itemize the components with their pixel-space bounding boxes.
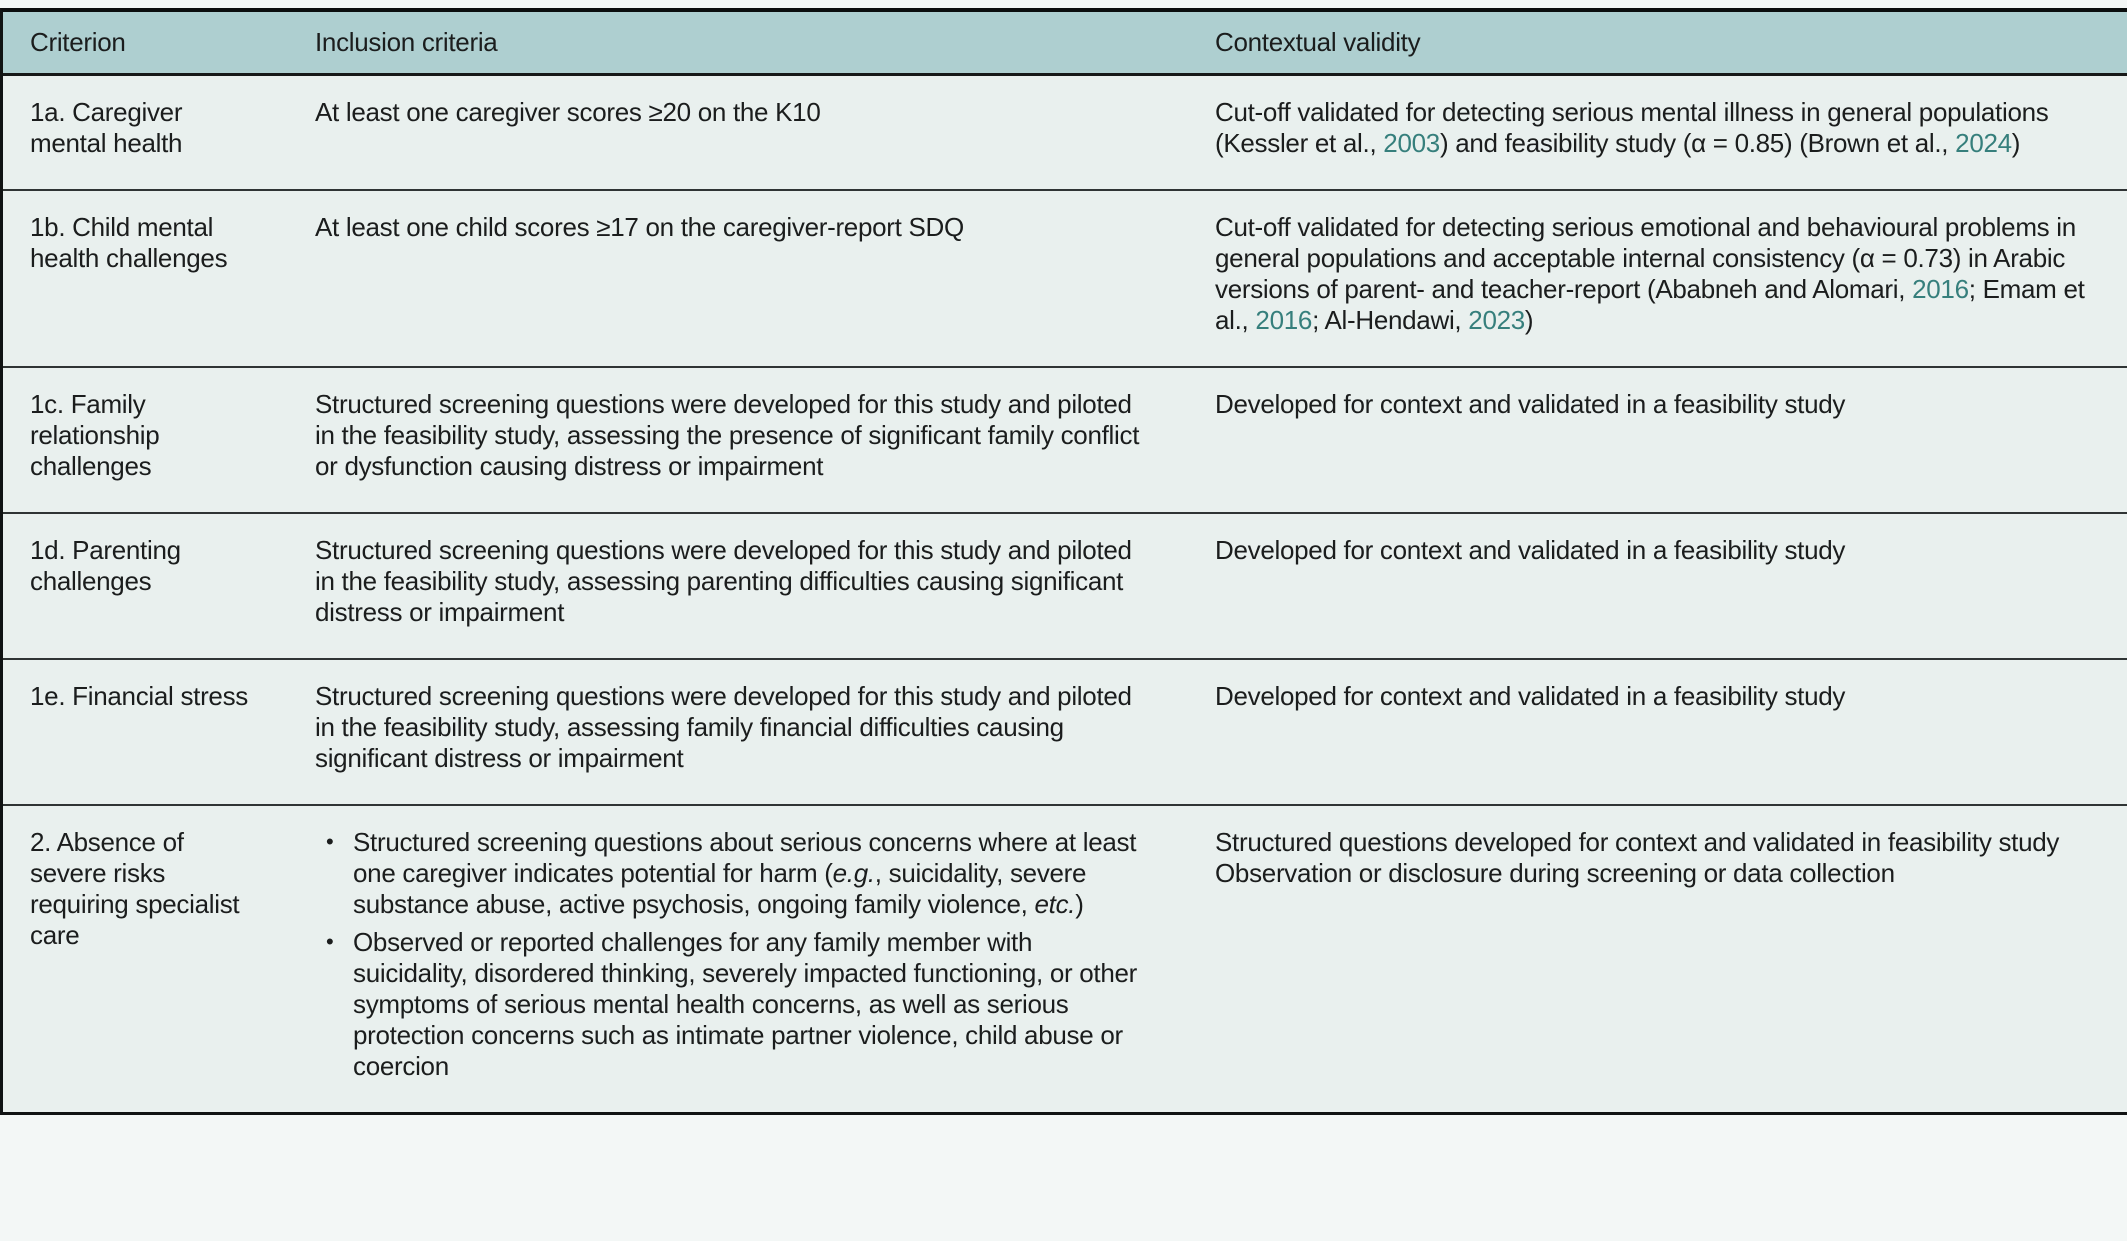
citation-year-link[interactable]: 2016 — [1255, 305, 1313, 335]
criterion-cell: 1b. Child mental health challenges — [30, 212, 228, 273]
table-header-row: Criterion Inclusion criteria Contextual … — [3, 12, 2127, 76]
criterion-cell: 2. Absence of severe risks requiring spe… — [30, 827, 240, 950]
text-run: Observation or disclosure during screeni… — [1215, 858, 1895, 888]
text-run: , suicidality, severe substance abuse, a… — [353, 858, 1087, 919]
text-run: Developed for context and validated in a… — [1215, 535, 1846, 565]
inclusion-cell: Structured screening questions were deve… — [315, 514, 1215, 658]
bullet-icon: • — [326, 829, 334, 854]
citation-year-link[interactable]: 2003 — [1383, 128, 1440, 158]
criterion-cell: 1a. Caregiver mental health — [30, 97, 183, 158]
table-row: 1d. Parenting challenges Structured scree… — [3, 514, 2127, 660]
text-run: Observed or reported challenges for any … — [353, 927, 1138, 1081]
validity-cell: Cut-off validated for detecting serious … — [1215, 191, 2127, 366]
table-row: 1b. Child mental health challenges At lea… — [3, 191, 2127, 368]
table-row: 1e. Financial stress Structured screening… — [3, 660, 2127, 806]
text-run: Structured screening questions were deve… — [315, 535, 1132, 627]
text-run: At least one caregiver scores ≥20 on the… — [315, 97, 821, 127]
validity-cell: Structured questions developed for conte… — [1215, 806, 2127, 1112]
text-run: Cut-off validated for detecting serious … — [1215, 97, 2049, 158]
validity-cell: Developed for context and validated in a… — [1215, 514, 2127, 658]
bullet-item: • Structured screening questions about se… — [315, 827, 1150, 920]
inclusion-cell: Structured screening questions were deve… — [315, 368, 1215, 512]
table-row: 2. Absence of severe risks requiring spe… — [3, 806, 2127, 1112]
text-run: ) and feasibility study (α = 0.85) (Brow… — [1439, 128, 1956, 158]
citation-year-link[interactable]: 2016 — [1912, 274, 1969, 304]
text-run: Cut-off validated for detecting serious … — [1215, 212, 2076, 304]
citation-year-link[interactable]: 2024 — [1955, 128, 2012, 158]
criterion-cell: 1d. Parenting challenges — [30, 535, 181, 596]
text-run: At least one child scores ≥17 on the car… — [315, 212, 964, 242]
text-run: Developed for context and validated in a… — [1215, 681, 1846, 711]
italic-text: e.g. — [832, 858, 875, 888]
header-cell-criterion: Criterion — [30, 27, 126, 57]
table-row: 1c. Family relationship challenges Struct… — [3, 368, 2127, 514]
table-row: 1a. Caregiver mental health At least one … — [3, 76, 2127, 191]
text-run: Developed for context and validated in a… — [1215, 389, 1846, 419]
criterion-cell: 1e. Financial stress — [30, 681, 248, 711]
text-run: Structured screening questions were deve… — [315, 681, 1132, 773]
citation-year-link[interactable]: 2023 — [1468, 305, 1525, 335]
criterion-cell: 1c. Family relationship challenges — [30, 389, 160, 481]
text-run: ; Emam et al., — [1215, 274, 2085, 335]
inclusion-cell: At least one child scores ≥17 on the car… — [315, 191, 1215, 366]
text-run: ) — [2011, 128, 2021, 158]
bullet-list: • Structured screening questions about se… — [315, 827, 1150, 1082]
validity-cell: Developed for context and validated in a… — [1215, 368, 2127, 512]
italic-text: etc. — [1034, 889, 1076, 919]
text-run: ; Al-Hendawi, — [1312, 305, 1469, 335]
validity-paragraph: Structured questions developed for conte… — [1215, 827, 2097, 858]
text-run: Structured screening questions were deve… — [315, 389, 1140, 481]
inclusion-cell: At least one caregiver scores ≥20 on the… — [315, 76, 1215, 189]
text-run: Structured questions developed for conte… — [1215, 827, 2060, 857]
table-body: 1a. Caregiver mental health At least one … — [3, 76, 2127, 1112]
text-run: ) — [1075, 889, 1084, 919]
inclusion-cell: • Structured screening questions about se… — [315, 806, 1215, 1112]
validity-cell: Developed for context and validated in a… — [1215, 660, 2127, 804]
bullet-icon: • — [326, 929, 334, 954]
inclusion-cell: Structured screening questions were deve… — [315, 660, 1215, 804]
validity-paragraph: Observation or disclosure during screeni… — [1215, 858, 2097, 889]
text-run: Structured screening questions about ser… — [353, 827, 1137, 888]
validity-cell: Cut-off validated for detecting serious … — [1215, 76, 2127, 189]
header-cell-contextual-validity: Contextual validity — [1215, 27, 1421, 57]
header-cell-inclusion-criteria: Inclusion criteria — [315, 27, 498, 57]
text-run: ) — [1524, 305, 1534, 335]
bullet-item: • Observed or reported challenges for any… — [315, 927, 1150, 1082]
inclusion-criteria-table: Criterion Inclusion criteria Contextual … — [0, 8, 2127, 1115]
